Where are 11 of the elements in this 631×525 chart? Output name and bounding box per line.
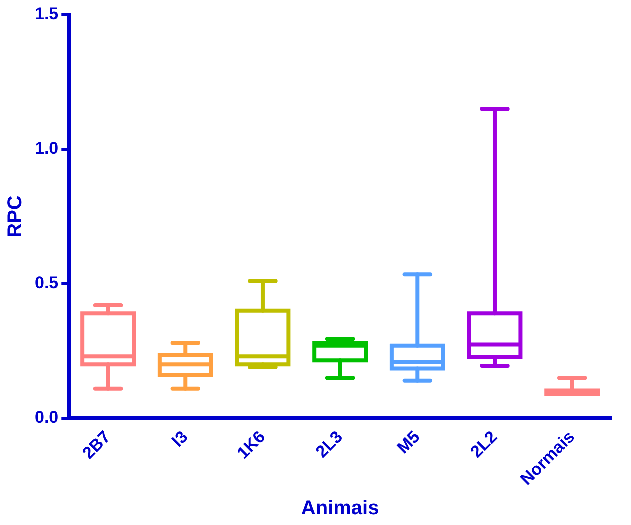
y-tick-label: 0.0 <box>34 408 59 428</box>
x-tick-label: I3 <box>168 427 192 451</box>
x-tick-label: 2L3 <box>312 427 346 462</box>
y-tick-label: 1.5 <box>34 4 59 24</box>
x-tick-label: M5 <box>394 427 424 458</box>
x-tick-label: 2L2 <box>466 427 502 462</box>
y-tick-label: 0.5 <box>34 274 59 293</box>
y-axis-title: RPC <box>4 196 27 238</box>
x-tick-label: 1K6 <box>234 427 270 463</box>
x-axis-title: Animais <box>301 498 380 520</box>
y-tick-label: 1.0 <box>34 139 59 158</box>
